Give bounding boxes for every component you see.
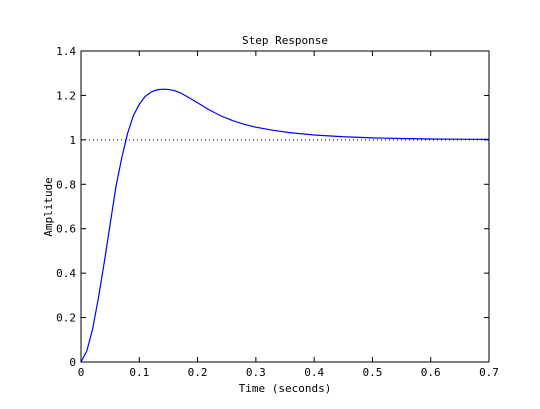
y-tick-label: 1.4 bbox=[56, 45, 76, 58]
y-axis-label: Amplitude bbox=[42, 177, 55, 237]
x-tick-label: 0 bbox=[78, 366, 85, 379]
y-tick-label: 0.6 bbox=[56, 223, 76, 236]
x-axis-label: Time (seconds) bbox=[239, 382, 332, 395]
y-tick-label: 0.4 bbox=[56, 267, 76, 280]
y-tick-label: 0.2 bbox=[56, 312, 76, 325]
plot-area bbox=[80, 50, 490, 363]
x-tick-label: 0.4 bbox=[304, 366, 324, 379]
x-tick-label: 0.7 bbox=[479, 366, 499, 379]
series-line-0 bbox=[80, 88, 490, 363]
chart-title: Step Response bbox=[242, 34, 328, 47]
x-tick-label: 0.1 bbox=[129, 366, 149, 379]
x-tick-label: 0.5 bbox=[362, 366, 382, 379]
x-tick-label: 0.2 bbox=[188, 366, 208, 379]
y-tick-label: 1.2 bbox=[56, 89, 76, 102]
x-tick-label: 0.3 bbox=[246, 366, 266, 379]
y-tick-label: 0.8 bbox=[56, 178, 76, 191]
y-tick-label: 1 bbox=[69, 134, 76, 147]
y-tick-label: 0 bbox=[69, 356, 76, 369]
x-tick-label: 0.6 bbox=[421, 366, 441, 379]
